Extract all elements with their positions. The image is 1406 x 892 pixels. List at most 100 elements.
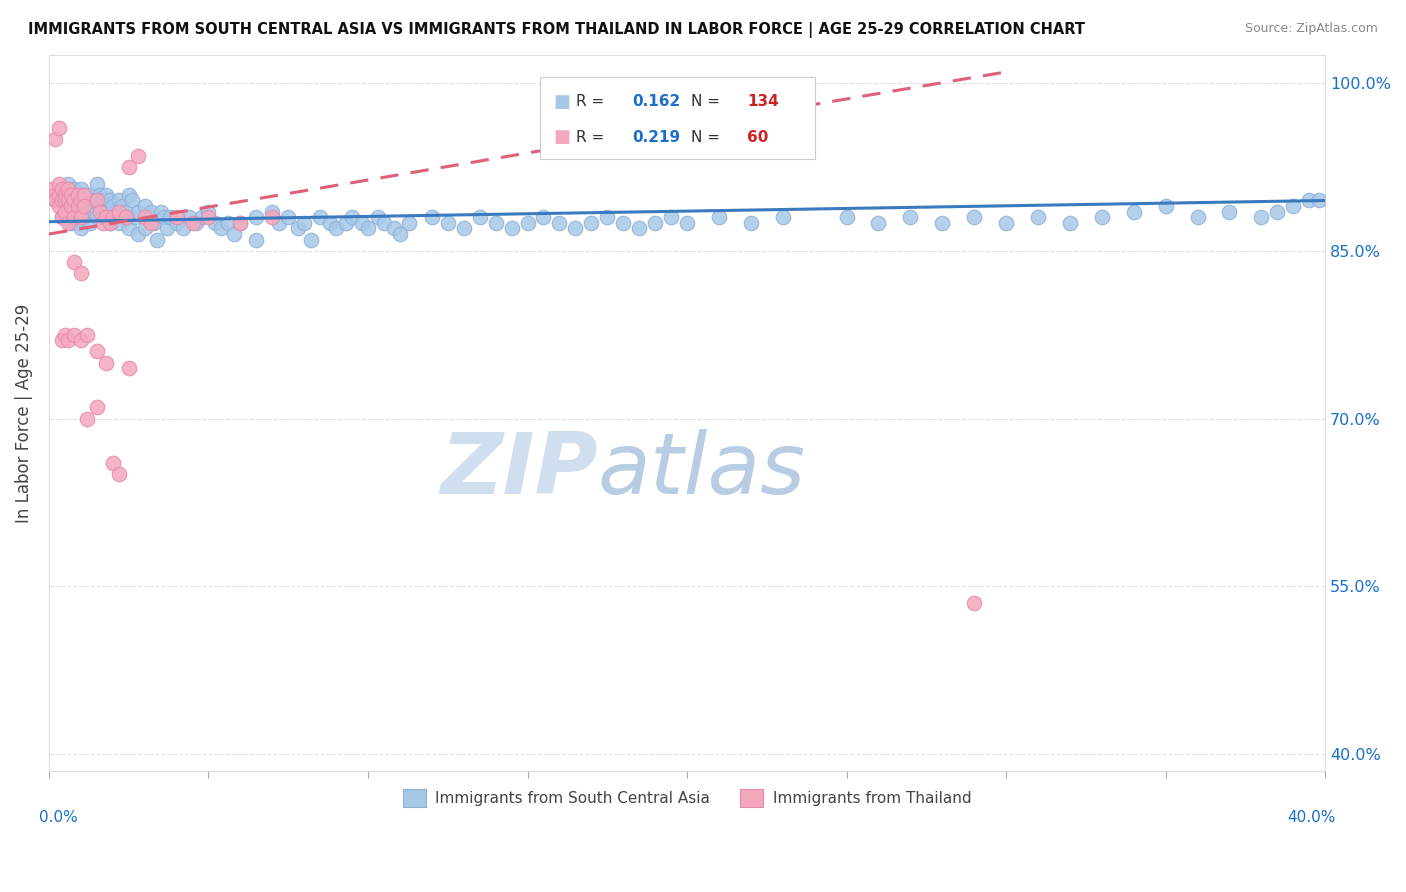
Point xyxy=(76,204,98,219)
Point xyxy=(70,221,93,235)
Point xyxy=(96,187,118,202)
Point xyxy=(101,199,124,213)
Point xyxy=(931,216,953,230)
Point xyxy=(581,216,603,230)
Point xyxy=(101,211,124,225)
Point xyxy=(48,120,70,135)
Point xyxy=(63,255,86,269)
Point xyxy=(91,194,114,208)
Text: 0.219: 0.219 xyxy=(633,130,681,145)
Point xyxy=(118,361,141,376)
Point xyxy=(143,216,166,230)
Point xyxy=(48,199,70,213)
Point xyxy=(48,177,70,191)
Point xyxy=(388,227,411,241)
Point xyxy=(96,356,118,370)
FancyBboxPatch shape xyxy=(540,77,814,159)
Point xyxy=(53,194,76,208)
Point xyxy=(70,182,93,196)
Point xyxy=(44,194,66,208)
Point xyxy=(628,221,651,235)
Point xyxy=(159,211,181,225)
Point xyxy=(73,199,96,213)
Text: N =: N = xyxy=(690,130,724,145)
Point xyxy=(1298,194,1320,208)
Point xyxy=(70,266,93,280)
Point xyxy=(485,216,508,230)
Point xyxy=(127,227,149,241)
Text: N =: N = xyxy=(690,95,724,109)
Point xyxy=(91,216,114,230)
Point xyxy=(262,204,284,219)
Point xyxy=(262,211,284,225)
Point xyxy=(1308,194,1330,208)
Point xyxy=(468,211,491,225)
Point xyxy=(70,194,93,208)
Text: 40.0%: 40.0% xyxy=(1286,810,1336,825)
Point xyxy=(56,177,79,191)
Point xyxy=(229,216,252,230)
Point xyxy=(66,187,89,202)
Text: ZIP: ZIP xyxy=(440,429,598,512)
Point xyxy=(612,216,634,230)
Text: ■: ■ xyxy=(553,128,569,146)
Point xyxy=(1026,211,1049,225)
Point xyxy=(96,204,118,219)
Point xyxy=(73,187,96,202)
Point xyxy=(1250,211,1272,225)
Point xyxy=(267,216,290,230)
Point xyxy=(60,199,83,213)
Point xyxy=(166,216,188,230)
Point xyxy=(53,187,76,202)
Point xyxy=(51,194,73,208)
Point xyxy=(453,221,475,235)
Point xyxy=(292,216,315,230)
Point xyxy=(325,221,347,235)
Point xyxy=(197,211,219,225)
Y-axis label: In Labor Force | Age 25-29: In Labor Force | Age 25-29 xyxy=(15,303,32,523)
Point xyxy=(101,456,124,470)
Point xyxy=(335,216,357,230)
Point xyxy=(118,221,141,235)
Text: 134: 134 xyxy=(747,95,779,109)
Point xyxy=(108,216,131,230)
Text: 0.0%: 0.0% xyxy=(39,810,77,825)
Point xyxy=(56,204,79,219)
Point xyxy=(309,211,332,225)
Point xyxy=(56,333,79,347)
Point xyxy=(740,216,762,230)
Point xyxy=(516,216,538,230)
Point xyxy=(63,194,86,208)
Point xyxy=(548,216,571,230)
Point xyxy=(340,211,363,225)
Point xyxy=(60,187,83,202)
Point xyxy=(86,194,108,208)
Point xyxy=(209,221,232,235)
Text: 60: 60 xyxy=(747,130,769,145)
Point xyxy=(114,204,136,219)
Point xyxy=(53,327,76,342)
Point xyxy=(134,221,156,235)
Point xyxy=(149,204,172,219)
Point xyxy=(86,177,108,191)
Text: Source: ZipAtlas.com: Source: ZipAtlas.com xyxy=(1244,22,1378,36)
Point xyxy=(91,211,114,225)
Point xyxy=(83,194,105,208)
Point xyxy=(357,221,380,235)
Point xyxy=(98,216,121,230)
Point xyxy=(86,211,108,225)
Point xyxy=(1059,216,1081,230)
Point xyxy=(121,194,143,208)
Point xyxy=(197,204,219,219)
Point xyxy=(70,211,93,225)
Legend: Immigrants from South Central Asia, Immigrants from Thailand: Immigrants from South Central Asia, Immi… xyxy=(396,783,977,814)
Point xyxy=(222,227,245,241)
Point xyxy=(79,187,101,202)
Point xyxy=(66,187,89,202)
Point xyxy=(89,199,111,213)
Point xyxy=(835,211,858,225)
Point xyxy=(436,216,458,230)
Point xyxy=(868,216,890,230)
Point xyxy=(1091,211,1114,225)
Point xyxy=(60,199,83,213)
